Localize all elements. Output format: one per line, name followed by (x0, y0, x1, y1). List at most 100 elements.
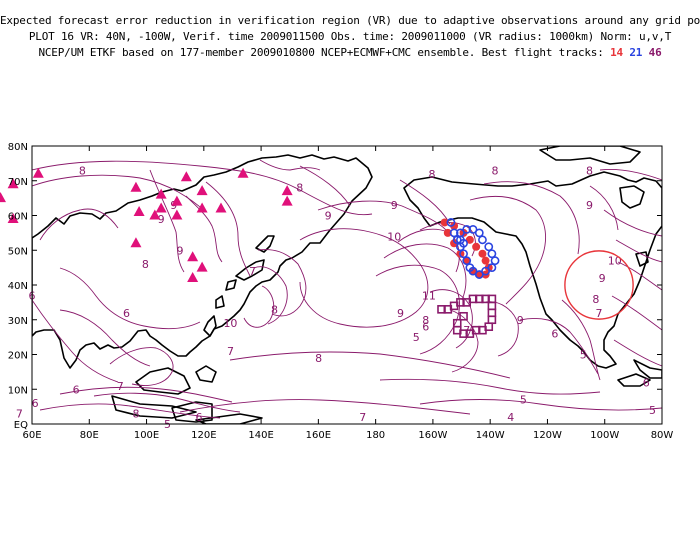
track-14-point (469, 267, 477, 276)
contour-label: 7 (227, 345, 234, 358)
contour-label: 8 (271, 303, 278, 316)
observation-site-marker (155, 202, 167, 213)
track-14-point (443, 228, 452, 237)
lon-tick-label: 80W (651, 430, 674, 441)
contour-label: 8 (315, 352, 322, 365)
map-frame (31, 145, 663, 425)
plot-title-line3: NCEP/UM ETKF based on 177-member 2009010… (0, 46, 700, 59)
track-21-point (452, 235, 462, 245)
track-21-point (462, 224, 472, 234)
observation-site-marker (130, 181, 142, 192)
track-46-point (487, 315, 497, 325)
contour-label: 4 (507, 411, 514, 424)
observation-site-marker (196, 202, 208, 213)
track-21-point (484, 242, 494, 252)
contour-label: 8 (422, 314, 429, 327)
coastlines (32, 146, 662, 424)
lon-tick-label: 100W (590, 430, 619, 441)
contour-label: 6 (195, 411, 202, 424)
observation-site-marker (281, 185, 293, 196)
track-21-point (468, 266, 478, 276)
observation-site-marker (7, 212, 19, 223)
map-plot-area (32, 146, 662, 424)
lat-tick-label: EQ (14, 420, 28, 431)
contour-label: 6 (422, 321, 429, 334)
observation-site-marker (7, 178, 19, 189)
track-21-point (481, 266, 490, 276)
track-14-point (462, 256, 471, 265)
observation-site-marker (171, 195, 183, 206)
track-21-label: 21 (629, 46, 643, 59)
lon-tick-label: 180 (366, 430, 385, 441)
verification-region-circle (564, 250, 634, 320)
lon-tick-label: 140W (476, 430, 505, 441)
track-21-point (478, 235, 487, 245)
track-14-point (450, 239, 459, 248)
contour-label: 10 (608, 255, 622, 268)
plot-title-line2: PLOT 16 VR: 40N, -100W, Verif. time 2009… (28, 30, 672, 43)
contour-label: 6 (123, 307, 130, 320)
contour-label: 9 (599, 272, 606, 285)
observation-site-marker (155, 188, 167, 199)
lat-tick-label: 40N (8, 281, 28, 292)
contour-label: 7 (359, 411, 366, 424)
lon-tick-label: 60E (22, 430, 41, 441)
lon-tick-label: 160W (418, 430, 447, 441)
track-14-point (440, 218, 449, 227)
track-14-point (475, 270, 484, 279)
contour-label: 10 (387, 230, 401, 243)
observation-site-marker (215, 202, 227, 213)
track-46-point (487, 301, 497, 311)
lon-tick-label: 100E (134, 430, 159, 441)
lon-tick-label: 80E (80, 430, 99, 441)
lat-tick-label: 80N (8, 142, 28, 153)
track-21-point (487, 263, 497, 273)
lat-tick-label: 50N (8, 246, 28, 257)
plot-title-line1: Expected forecast error reduction in ver… (0, 14, 700, 27)
track-21-point (449, 228, 459, 238)
lat-tick-label: 70N (8, 177, 28, 188)
contour-label: 9 (325, 210, 332, 223)
observation-site-marker (0, 192, 6, 203)
contour-label: 9 (517, 314, 524, 327)
track-14-point (478, 249, 487, 258)
observation-site-marker (32, 167, 44, 178)
track-21-point (474, 270, 484, 279)
track-21-point (459, 249, 468, 259)
lon-tick-label: 140E (248, 430, 273, 441)
track-46-point (452, 318, 462, 328)
contour-label: 8 (586, 164, 593, 177)
track-14-point (481, 256, 490, 265)
flight-tracks (437, 218, 500, 338)
contour-label: 6 (551, 328, 558, 341)
contour-label: 8 (296, 182, 303, 195)
contour-label: 9 (177, 244, 184, 257)
track-46-label: 46 (648, 46, 662, 59)
track-14-point (472, 242, 481, 251)
observation-site-marker (187, 272, 199, 283)
track-21-point (462, 256, 472, 266)
track-21-point (459, 238, 468, 248)
track-21-point (490, 256, 500, 266)
track-46-point (459, 311, 468, 321)
contour-label: 8 (492, 164, 499, 177)
contour-label: 10 (223, 317, 237, 330)
observation-site-marker (196, 185, 208, 196)
contour-label: 5 (520, 394, 527, 407)
contour-label: 7 (249, 265, 256, 278)
lat-tick-label: 20N (8, 351, 28, 362)
observation-site-marker (149, 209, 161, 220)
observation-sites (0, 167, 293, 283)
track-21-point (474, 228, 484, 238)
observation-site-marker (237, 167, 249, 178)
axis-ticks (31, 145, 663, 425)
observation-site-marker (196, 261, 208, 272)
track-46-point (487, 308, 497, 318)
contour-label: 8 (142, 258, 149, 271)
contour-label: 5 (580, 349, 587, 362)
observation-site-marker (171, 209, 183, 220)
contour-label: 9 (397, 307, 404, 320)
contour-lines (32, 159, 662, 419)
contour-label: 7 (596, 307, 603, 320)
